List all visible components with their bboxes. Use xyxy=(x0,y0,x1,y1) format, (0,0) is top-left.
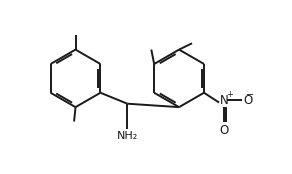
Text: NH₂: NH₂ xyxy=(117,131,138,141)
Text: O: O xyxy=(243,94,253,107)
Text: −: − xyxy=(246,90,254,100)
Text: +: + xyxy=(226,90,233,99)
Text: O: O xyxy=(220,124,229,137)
Text: N: N xyxy=(220,94,229,107)
